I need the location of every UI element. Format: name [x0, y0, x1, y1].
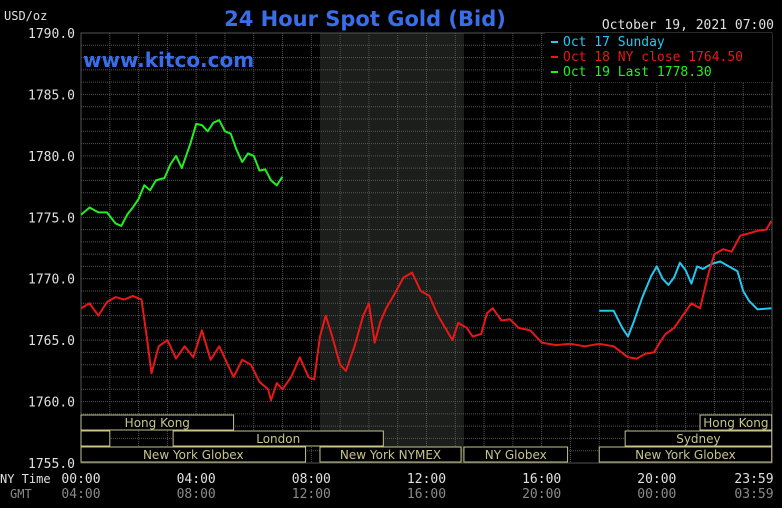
y-tick-label: 1780.0	[28, 150, 75, 165]
x-tick-label-gmt: 16:00	[407, 487, 446, 502]
y-tick-label: 1790.0	[28, 27, 75, 42]
chart-grid	[80, 32, 773, 464]
session-label: London	[256, 432, 300, 446]
session-box	[463, 446, 569, 463]
x-tick-label-ny: 20:00	[637, 472, 676, 487]
shaded-trading-period	[319, 33, 464, 463]
x-tick-label-ny: 00:00	[61, 472, 100, 487]
chart-title: 24 Hour Spot Gold (Bid)	[224, 7, 506, 31]
session-box	[598, 446, 773, 463]
session-box	[80, 446, 307, 463]
session-box	[80, 430, 111, 447]
timestamp: October 19, 2021 07:00	[602, 18, 774, 33]
x-tick-label-ny: 23:59	[734, 472, 773, 487]
y-tick-label: 1765.0	[28, 334, 75, 349]
x-axis-ticks: 00:0004:0004:0008:0008:0012:0012:0016:00…	[61, 472, 773, 502]
x-tick-label-gmt: 12:00	[292, 487, 331, 502]
session-box	[319, 446, 462, 463]
x-tick-label-ny: 16:00	[522, 472, 561, 487]
x-tick-label-ny: 04:00	[177, 472, 216, 487]
x-tick-label-gmt: 00:00	[637, 487, 676, 502]
x-tick-label-gmt: 03:59	[734, 487, 773, 502]
legend-entry: Oct 17 Sunday	[563, 35, 665, 50]
x-tick-label-ny: 08:00	[292, 472, 331, 487]
x-tick-label-gmt: 08:00	[177, 487, 216, 502]
x-tick-label-gmt: 20:00	[522, 487, 561, 502]
legend-box	[545, 33, 772, 82]
series-line	[80, 220, 773, 402]
market-sessions: Hong Kong London New York Globex New York N…	[80, 414, 773, 463]
legend-entry: Oct 19 Last 1778.30	[563, 65, 712, 80]
session-box	[172, 430, 384, 447]
series-line	[80, 119, 284, 227]
y-tick-label: 1770.0	[28, 273, 75, 288]
shaded-region	[319, 33, 464, 463]
y-axis-ticks: 1790.0 1785.0 1780.0 1775.0 1770.0 1765.0 1760…	[28, 27, 75, 472]
y-axis-unit: USD/oz	[4, 9, 47, 23]
session-box	[624, 430, 773, 447]
x-row-label-gmt: GMT	[10, 487, 32, 501]
y-tick-label: 1760.0	[28, 396, 75, 411]
series-line	[599, 260, 772, 338]
session-label: Hong Kong	[703, 416, 768, 430]
y-tick-label: 1785.0	[28, 88, 75, 103]
x-row-label-ny: NY Time	[0, 472, 51, 486]
session-label: New York Globex	[635, 448, 736, 462]
watermark-url: www.kitco.com	[83, 48, 254, 72]
y-tick-label: 1775.0	[28, 211, 75, 226]
price-series	[80, 119, 773, 402]
session-box	[699, 414, 773, 431]
x-tick-label-ny: 12:00	[407, 472, 446, 487]
session-label: Hong Kong	[125, 416, 190, 430]
session-box	[80, 414, 235, 431]
x-tick-label-gmt: 04:00	[61, 487, 100, 502]
session-label: NY Globex	[485, 448, 547, 462]
legend-entry: Oct 18 NY close 1764.50	[563, 50, 743, 65]
y-tick-label: 1755.0	[28, 457, 75, 472]
session-label: New York Globex	[143, 448, 244, 462]
session-label: New York NYMEX	[340, 448, 441, 462]
session-label: Sydney	[676, 432, 720, 446]
